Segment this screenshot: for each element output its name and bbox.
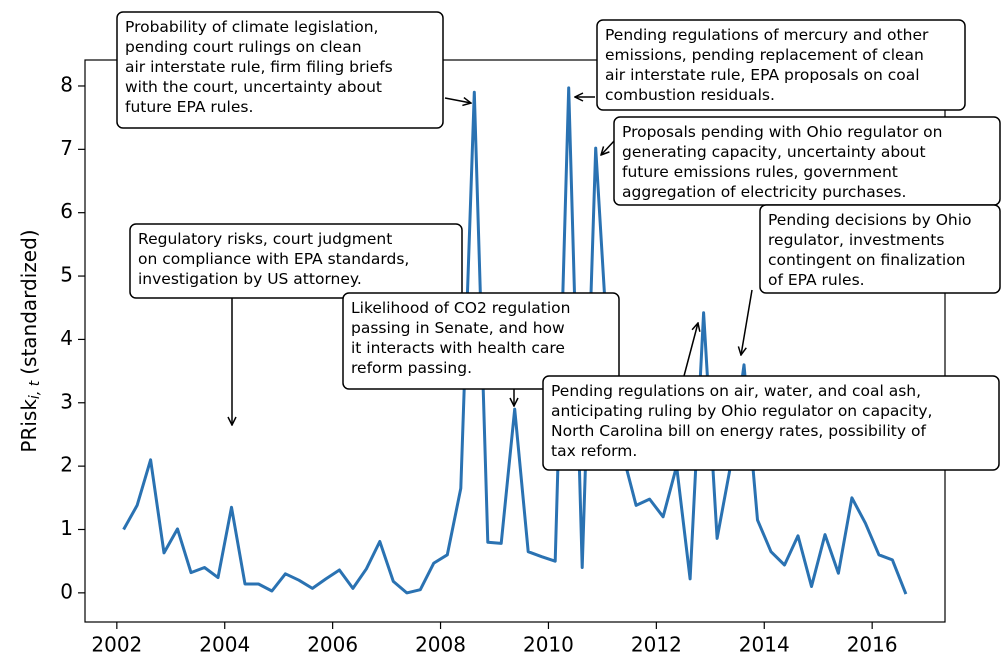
y-tick-label: 1 [60, 516, 73, 540]
annotation-text: North Carolina bill on energy rates, pos… [551, 422, 926, 440]
annotation-text: with the court, uncertainty about [125, 78, 382, 96]
annotation-text: emissions, pending replacement of clean [605, 46, 924, 64]
y-tick-label: 5 [60, 263, 73, 287]
annotation-box [342, 292, 620, 390]
y-tick-label: 7 [60, 136, 73, 160]
annotation-text: Likelihood of CO2 regulation [351, 299, 570, 317]
y-tick-label: 3 [60, 389, 73, 413]
y-label-rest: (standardized) [17, 229, 41, 374]
annotation-text: Pending regulations of mercury and other [605, 26, 929, 44]
annotation-arrow [601, 139, 616, 155]
x-tick-label: 2002 [91, 633, 142, 657]
annotation-text: anticipating ruling by Ohio regulator on… [551, 402, 932, 420]
y-label-main: PRisk [17, 399, 41, 453]
annotation-text: pending court rulings on clean [125, 38, 362, 56]
annotation-text: Proposals pending with Ohio regulator on [622, 123, 942, 141]
annotation-text: future emissions rules, government [622, 163, 898, 181]
annotation-text: aggregation of electricity purchases. [622, 183, 906, 201]
x-tick-label: 2012 [631, 633, 682, 657]
y-tick-label: 2 [60, 453, 73, 477]
data-line [122, 86, 908, 595]
annotation-text: Probability of climate legislation, [125, 18, 379, 36]
annotation-arrow [444, 98, 471, 103]
y-label-sub: i, t [27, 380, 43, 399]
annotation-text: on compliance with EPA standards, [138, 250, 409, 268]
annotation-arrow [741, 289, 753, 355]
annotation-text: Regulatory risks, court judgment [138, 230, 392, 248]
y-axis-label: PRiski, t (standardized) [17, 229, 44, 452]
x-tick-label: 2016 [847, 633, 898, 657]
y-tick-label: 6 [60, 199, 73, 223]
x-tick-label: 2008 [415, 633, 466, 657]
annotation-text: air interstate rule, EPA proposals on co… [605, 66, 920, 84]
annotation-text: combustion residuals. [605, 86, 775, 104]
y-tick-label: 4 [60, 326, 73, 350]
annotation-arrow [683, 323, 698, 377]
plot-frame [84, 59, 946, 623]
annotation-text: future EPA rules. [125, 98, 253, 116]
annotation-box [596, 19, 966, 111]
annotation-text: tax reform. [551, 442, 637, 460]
x-tick-label: 2006 [307, 633, 358, 657]
annotation-text: reform passing. [351, 359, 472, 377]
annotation-text: Pending decisions by Ohio [768, 211, 972, 229]
annotation-box [759, 204, 1001, 294]
x-tick-label: 2014 [739, 633, 790, 657]
annotation-text: contingent on finalization [768, 251, 966, 269]
annotation-text: air interstate rule, firm filing briefs [125, 58, 393, 76]
annotation-text: Pending regulations on air, water, and c… [551, 382, 921, 400]
y-tick-label: 0 [60, 579, 73, 603]
annotation-text: of EPA rules. [768, 271, 865, 289]
annotation-box [116, 11, 444, 129]
annotation-text: regulator, investments [768, 231, 944, 249]
x-tick-label: 2010 [523, 633, 574, 657]
annotation-box [129, 223, 463, 299]
annotation-text: generating capacity, uncertainty about [622, 143, 926, 161]
y-tick-label: 8 [60, 72, 73, 96]
annotation-text: it interacts with health care [351, 339, 565, 357]
annotation-box [542, 375, 1000, 471]
x-tick-label: 2004 [199, 633, 250, 657]
annotation-text: investigation by US attorney. [138, 270, 362, 288]
annotation-text: passing in Senate, and how [351, 319, 565, 337]
